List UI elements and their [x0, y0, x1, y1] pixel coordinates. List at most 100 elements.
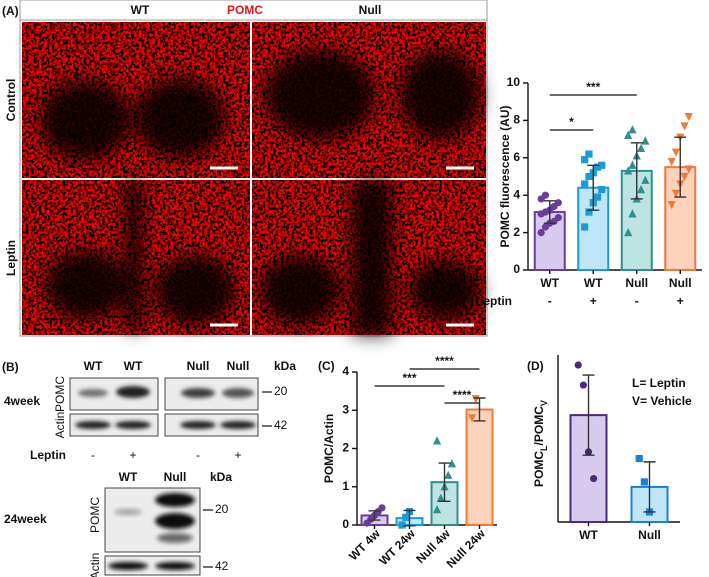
data-point	[598, 161, 606, 169]
y-tick-label: 6	[513, 150, 520, 164]
panel-label: (A)	[2, 4, 19, 18]
size-label: 20	[274, 384, 288, 398]
significance-label: ***	[586, 80, 600, 94]
x-tick-label: WT	[579, 528, 598, 542]
data-point	[432, 436, 442, 445]
data-point	[628, 160, 637, 169]
error-bar	[630, 142, 643, 200]
scale-bars	[210, 166, 474, 327]
y-axis-label-part: V	[539, 400, 549, 406]
data-point	[590, 474, 598, 483]
y-tick-label: 4	[342, 364, 349, 378]
legend-note: L= Leptin	[632, 376, 686, 390]
legend-note: V= Vehicle	[632, 394, 692, 408]
data-point	[671, 189, 681, 198]
data-point	[598, 185, 606, 194]
bar-chart: POMCL/POMCV WT Null L= Leptin V= Vehicle	[532, 355, 692, 542]
data-point	[471, 395, 480, 404]
data-point	[641, 136, 650, 145]
row-header: Control	[4, 79, 18, 122]
data-point	[671, 148, 681, 157]
y-tick-label: 0	[513, 262, 520, 276]
row-label: POMC	[88, 497, 102, 533]
error-bar	[368, 510, 381, 521]
group-value: +	[590, 294, 597, 308]
bar-chart: 0 2 4 6 8 10 POMC fluorescence (AU) WT - WT + Null -…	[476, 75, 702, 308]
data-point	[432, 505, 442, 514]
lane-label: Null	[227, 359, 250, 373]
group-value: +	[677, 294, 684, 308]
panel-label: (C)	[318, 359, 335, 373]
age-label: 4week	[4, 394, 40, 408]
y-tick-label: 2	[342, 441, 349, 455]
data-point	[398, 521, 406, 529]
row-label: Actin	[53, 412, 67, 439]
y-tick-label: 1	[342, 479, 349, 493]
data-point	[624, 166, 633, 175]
tissue-shadow	[40, 50, 480, 335]
error-bar	[643, 461, 656, 513]
unit-label: kDa	[274, 359, 296, 373]
data-point	[667, 200, 676, 210]
column-header: Null	[359, 3, 382, 17]
x-tick-label: Null	[625, 276, 648, 290]
data-point	[585, 208, 593, 216]
data-point	[537, 229, 545, 237]
y-axis-label: POMCL/POMCV	[532, 400, 549, 487]
error-bar	[438, 462, 451, 502]
data-point	[636, 143, 646, 153]
error-bar	[473, 397, 486, 422]
lane-label: Null	[164, 470, 187, 484]
x-tick-label: Null	[638, 528, 661, 542]
data-point	[402, 513, 410, 521]
data-point	[624, 130, 633, 139]
row-label: Actin	[88, 553, 102, 577]
data-point	[467, 414, 477, 423]
data-point	[684, 113, 693, 122]
data-point	[574, 361, 582, 369]
data-point	[641, 175, 650, 184]
data-point	[628, 125, 637, 134]
panel-label: (B)	[2, 360, 19, 374]
y-tick-label: 0	[342, 517, 349, 531]
treatment-value: +	[129, 448, 136, 462]
data-point	[447, 459, 457, 468]
y-axis-label: POMC fluorescence (AU)	[498, 105, 512, 247]
micrograph-panel	[19, 0, 488, 337]
error-bar	[543, 200, 556, 224]
data-point	[635, 454, 643, 463]
data-point	[640, 478, 648, 486]
lane-label: WT	[84, 359, 103, 373]
y-tick-label: 2	[513, 225, 520, 239]
group-value: -	[635, 294, 639, 308]
group-value: -	[548, 294, 552, 308]
x-tick-label: WT 24w	[376, 526, 418, 568]
significance-label: ***	[402, 371, 416, 385]
bar	[465, 408, 494, 526]
unit-label: kDa	[210, 470, 232, 484]
data-point	[585, 172, 593, 181]
y-tick-label: 10	[507, 75, 521, 89]
x-tick-label: WT	[540, 276, 559, 290]
row-header: Leptin	[4, 240, 18, 276]
data-point	[680, 122, 689, 131]
data-point	[585, 150, 593, 158]
treatment-value: -	[91, 448, 95, 462]
size-label: 20	[215, 502, 229, 516]
data-point	[554, 214, 562, 222]
data-point	[436, 493, 445, 502]
size-label: 42	[274, 418, 288, 432]
size-label: 42	[215, 559, 229, 573]
significance-label: *	[569, 115, 574, 129]
data-point	[624, 228, 633, 237]
significance-label: ****	[435, 354, 454, 368]
data-point	[636, 184, 646, 194]
column-header: POMC	[227, 3, 263, 17]
y-axis-label: POMC/Actin	[322, 414, 336, 483]
group-label: Leptin	[476, 294, 512, 308]
data-point	[378, 504, 386, 512]
y-axis-label-part: POMC	[532, 451, 546, 487]
y-axis-label-part: /POMC	[532, 406, 546, 446]
data-point	[684, 165, 693, 174]
lane-label: WT	[124, 359, 143, 373]
